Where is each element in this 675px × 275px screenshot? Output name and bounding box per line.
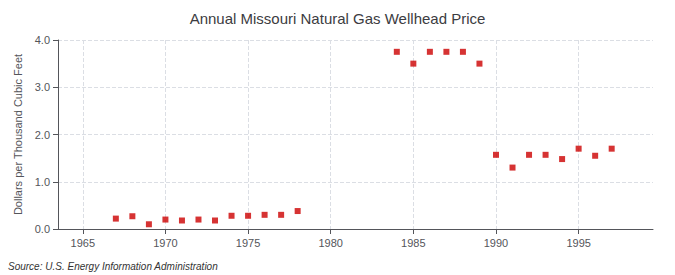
svg-text:1980: 1980 (318, 237, 342, 249)
svg-text:1.0: 1.0 (35, 176, 50, 188)
svg-text:Annual Missouri Natural Gas We: Annual Missouri Natural Gas Wellhead Pri… (190, 10, 486, 27)
svg-text:Source: U.S. Energy Informatio: Source: U.S. Energy Information Administ… (8, 261, 218, 272)
svg-text:1990: 1990 (484, 237, 508, 249)
svg-text:0.0: 0.0 (35, 223, 50, 235)
svg-text:4.0: 4.0 (35, 34, 50, 46)
svg-text:3.0: 3.0 (35, 81, 50, 93)
svg-text:1985: 1985 (401, 237, 425, 249)
svg-text:2.0: 2.0 (35, 129, 50, 141)
svg-text:1965: 1965 (71, 237, 95, 249)
svg-text:1970: 1970 (153, 237, 177, 249)
svg-text:Dollars per Thousand Cubic Fee: Dollars per Thousand Cubic Feet (12, 54, 24, 215)
svg-text:1995: 1995 (566, 237, 590, 249)
svg-text:1975: 1975 (236, 237, 260, 249)
